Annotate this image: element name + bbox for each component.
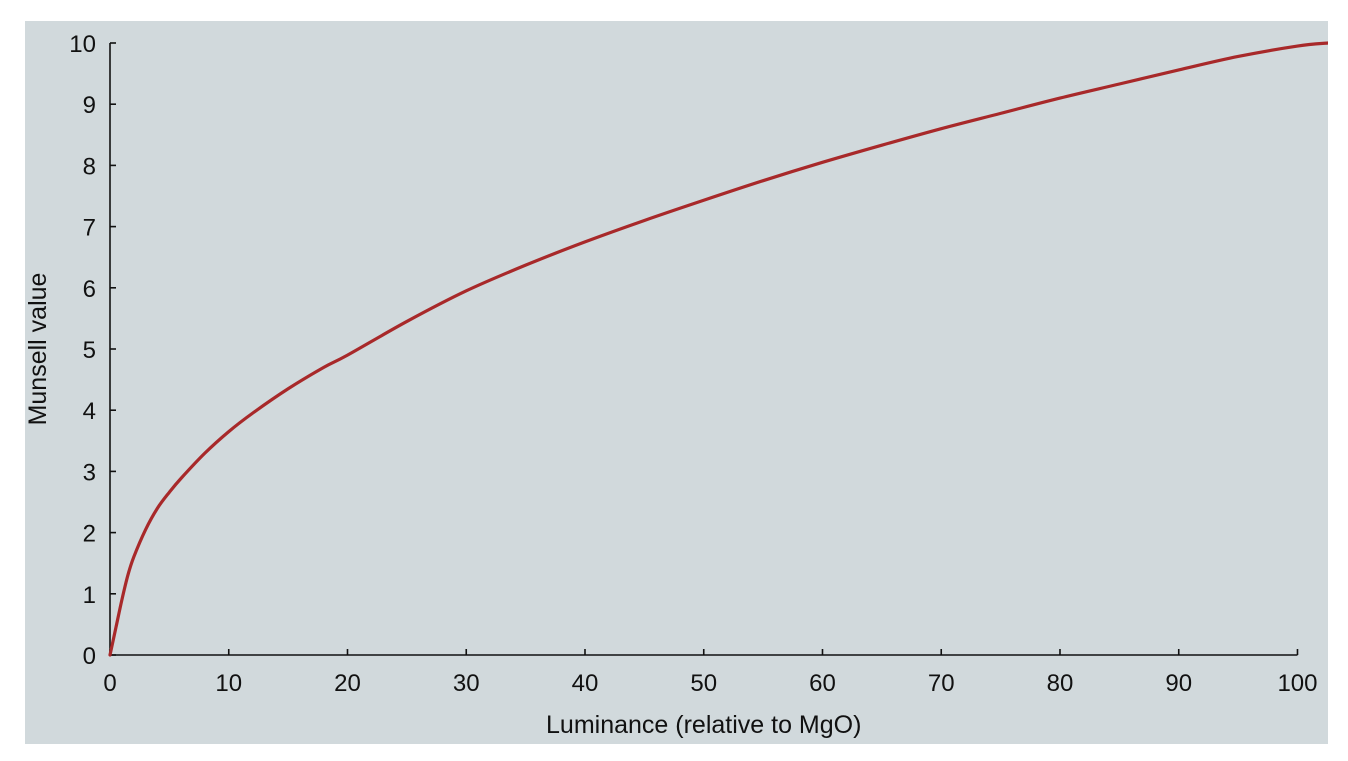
x-tick-label: 40: [572, 670, 599, 697]
y-tick-label: 0: [83, 643, 96, 670]
x-tick-label: 50: [690, 670, 717, 697]
x-tick-label: 0: [103, 670, 116, 697]
x-tick-label: 90: [1165, 670, 1192, 697]
y-axis-title: Munsell value: [25, 273, 52, 426]
y-tick-label: 2: [83, 521, 96, 548]
y-tick-label: 6: [83, 276, 96, 303]
series-line-0: [108, 41, 1328, 657]
x-tick-label: 70: [928, 670, 955, 697]
y-tick-label: 3: [83, 459, 96, 486]
x-tick-label: 60: [809, 670, 836, 697]
y-tick-label: 9: [83, 92, 96, 119]
chart-panel: 0 1 2 3 4 5 6 7 8 9 10 0 10 20 30 40 50 60 70 80 90 100 Lumin…: [25, 21, 1328, 744]
x-tick-label: 100: [1277, 670, 1317, 697]
x-tick-label: 10: [215, 670, 242, 697]
series-layer: [108, 41, 1328, 657]
y-tick-label: 8: [83, 153, 96, 180]
y-tick-label: 4: [83, 398, 96, 425]
y-tick-label: 10: [69, 31, 96, 58]
x-tick-label: 20: [334, 670, 361, 697]
y-tick-label: 1: [83, 582, 96, 609]
plot-background: [25, 21, 1328, 744]
y-tick-label: 7: [83, 215, 96, 242]
x-tick-label: 30: [453, 670, 480, 697]
x-axis-title: Luminance (relative to MgO): [546, 711, 861, 739]
x-tick-label: 80: [1047, 670, 1074, 697]
y-tick-label: 5: [83, 337, 96, 364]
